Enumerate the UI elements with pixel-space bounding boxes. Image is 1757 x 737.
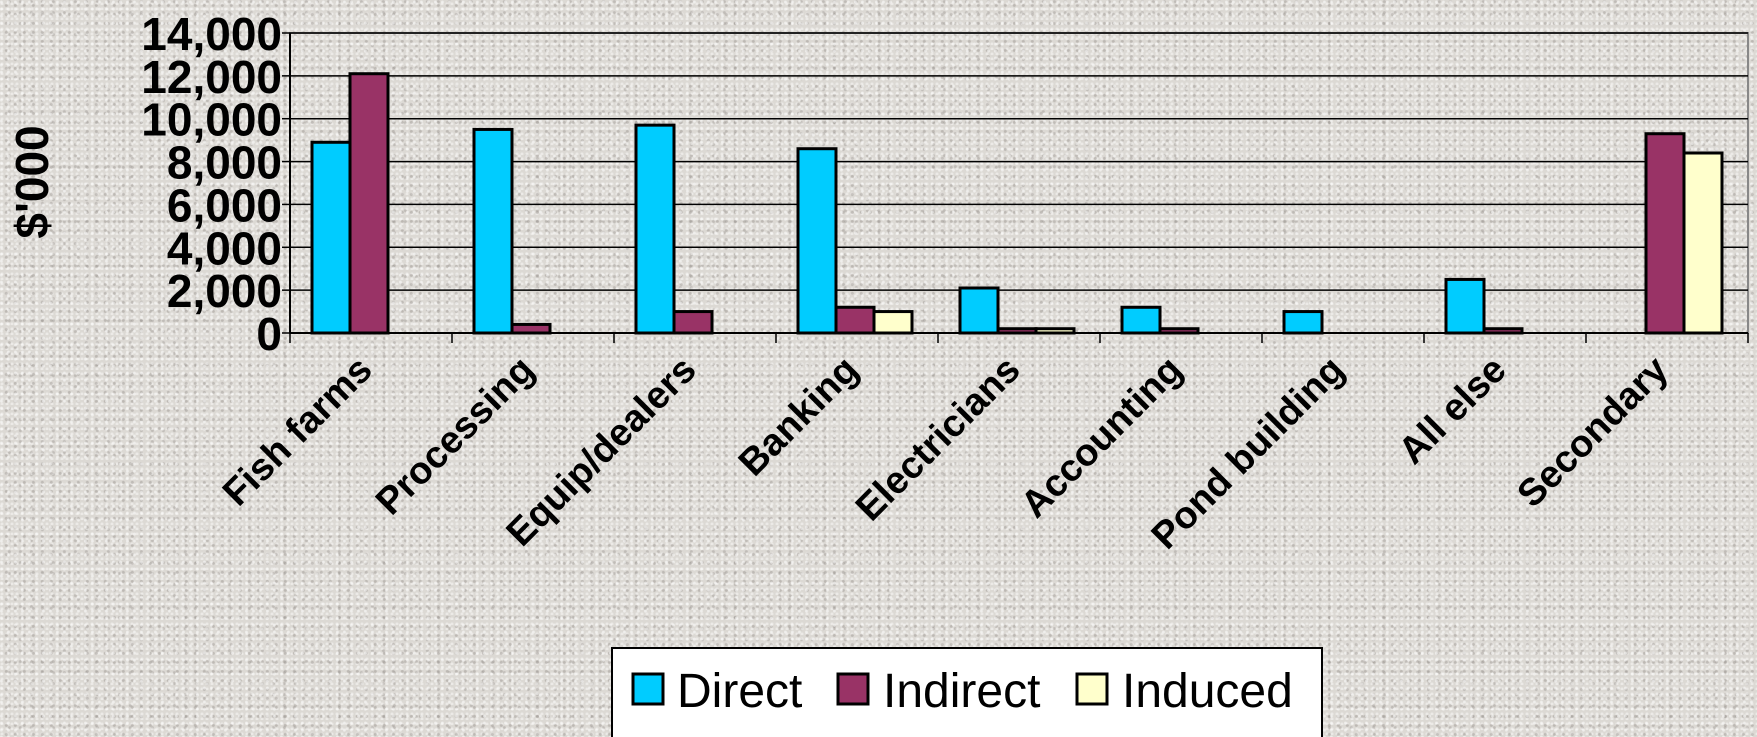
legend-label-induced: Induced	[1122, 665, 1293, 718]
x-tick-label: Secondary	[1510, 349, 1677, 516]
y-tick-label: 14,000	[141, 8, 282, 60]
bar-induced-3	[872, 310, 914, 335]
bar-indirect-1	[510, 322, 552, 335]
bar-direct-2	[634, 123, 676, 335]
y-tick-label: 4,000	[167, 222, 282, 274]
y-tick-label: 10,000	[141, 94, 282, 146]
y-tick-label: 12,000	[141, 51, 282, 103]
legend-swatch-indirect	[836, 672, 870, 706]
x-tick-label: Banking	[731, 349, 867, 485]
bar-indirect-3	[834, 305, 876, 335]
y-tick-label: 6,000	[167, 179, 282, 231]
legend: Direct Indirect Induced	[611, 647, 1323, 737]
bar-direct-7	[1444, 277, 1486, 335]
x-tick-label: Processing	[368, 349, 543, 524]
legend-label-direct: Direct	[677, 665, 802, 718]
bar-induced-8	[1682, 151, 1724, 335]
bar-direct-3	[796, 147, 838, 335]
legend-label-indirect: Indirect	[883, 665, 1040, 718]
x-tick-label: Electricians	[848, 349, 1029, 530]
y-tick-label: 2,000	[167, 265, 282, 317]
bar-indirect-0	[348, 72, 390, 335]
bar-indirect-2	[672, 310, 714, 335]
bars	[310, 72, 1724, 335]
x-tick-label: Fish farms	[215, 349, 381, 515]
legend-swatch-direct	[631, 672, 665, 706]
gridlines	[282, 32, 1748, 334]
legend-box	[611, 647, 1323, 737]
y-tick-label: 0	[256, 308, 282, 360]
y-axis-label: $'000	[6, 125, 58, 238]
bar-direct-6	[1282, 310, 1324, 335]
bar-direct-0	[310, 140, 352, 335]
bar-direct-5	[1120, 305, 1162, 335]
axes	[289, 33, 1749, 343]
bar-indirect-8	[1644, 132, 1686, 335]
bar-direct-4	[958, 286, 1000, 335]
bar-direct-1	[472, 127, 514, 335]
x-tick-label: Accounting	[1013, 349, 1190, 526]
y-tick-label: 8,000	[167, 137, 282, 189]
legend-swatch-induced	[1075, 672, 1109, 706]
x-tick-label: All else	[1391, 349, 1515, 473]
